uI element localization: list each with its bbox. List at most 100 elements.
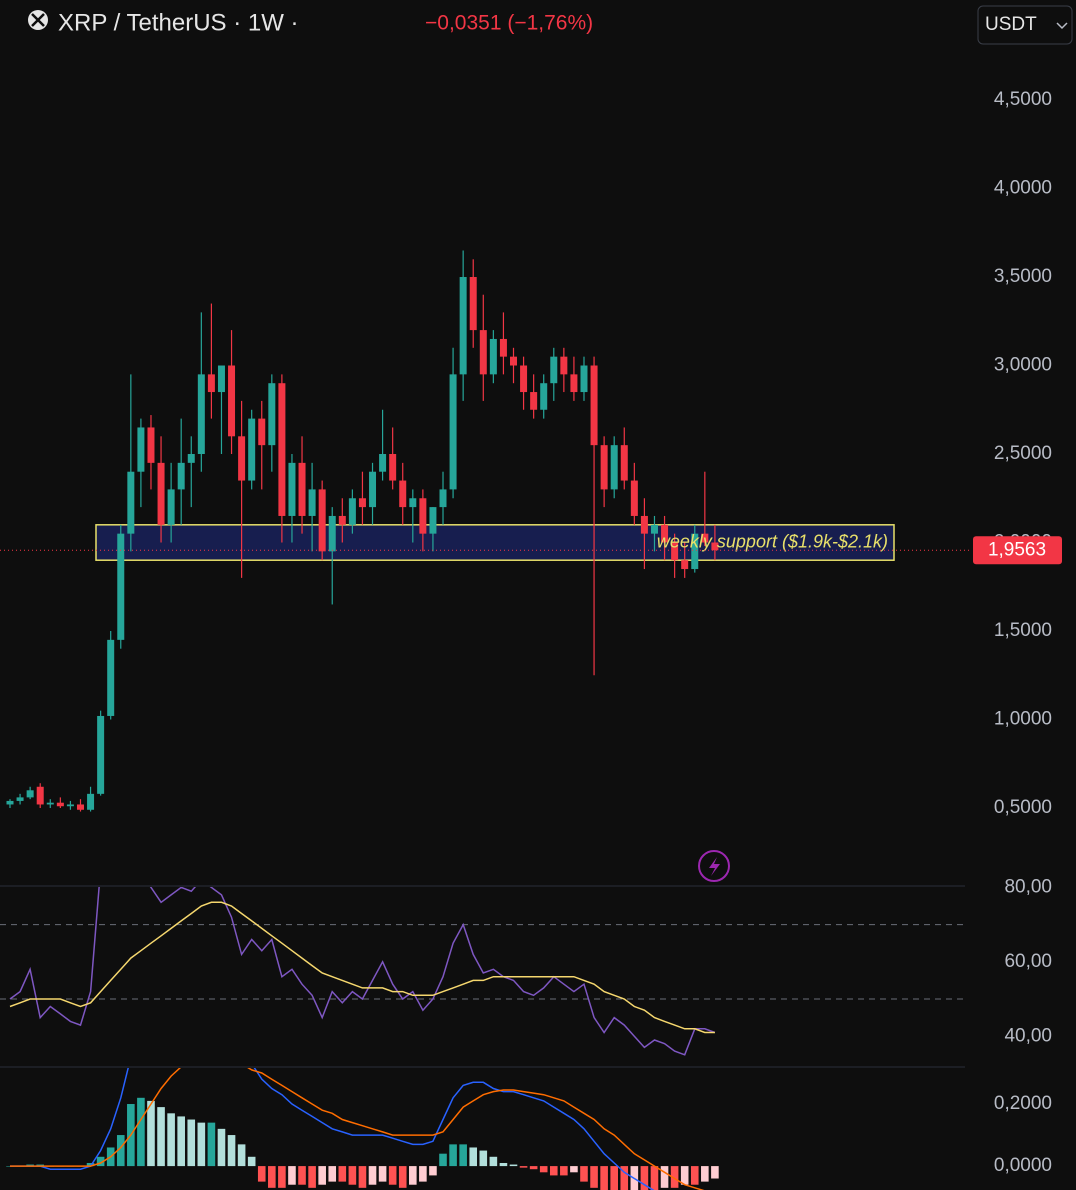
histogram-bar	[529, 1166, 538, 1170]
histogram-bar	[116, 1135, 125, 1167]
candle-body	[499, 338, 507, 357]
indicator-line	[10, 1068, 705, 1190]
candle-body	[358, 498, 366, 508]
indicator-line	[9, 887, 716, 1056]
candle-body	[439, 489, 447, 508]
candle-body	[197, 374, 205, 455]
candle-body	[46, 802, 54, 805]
histogram-bar	[197, 1122, 206, 1167]
y-tick-label: 80,00	[1004, 876, 1052, 897]
candle-body	[76, 804, 84, 810]
candle-body	[590, 365, 598, 446]
candle-body	[630, 480, 638, 516]
histogram-bar	[590, 1166, 598, 1188]
candle-body	[36, 786, 44, 805]
candle-body	[640, 515, 648, 534]
histogram-bar	[167, 1113, 175, 1167]
candle-body	[87, 793, 95, 810]
last-price-tag	[973, 536, 1062, 565]
candle-body	[650, 524, 658, 534]
histogram-bar	[207, 1122, 216, 1167]
candle-body	[97, 715, 105, 794]
candle-body	[16, 797, 24, 801]
histogram-bar	[711, 1166, 719, 1179]
price-marks	[6, 250, 895, 812]
histogram-bar	[268, 1166, 276, 1188]
candle-body	[338, 515, 346, 525]
y-tick-label: 1,0000	[994, 709, 1052, 730]
histogram-bar	[650, 1166, 659, 1190]
lightning-icon[interactable]	[698, 850, 730, 882]
candle-body	[6, 800, 14, 805]
histogram-bar	[86, 1162, 95, 1167]
histogram-bar	[560, 1166, 568, 1176]
candle-body	[288, 462, 296, 516]
histogram-bar	[690, 1166, 699, 1185]
candle-body	[570, 374, 578, 393]
candle-body	[510, 356, 517, 366]
candle-body	[187, 454, 195, 463]
candle-body	[137, 427, 145, 472]
candle-body	[177, 462, 185, 490]
currency-label[interactable]: USDT	[985, 14, 1037, 35]
candle-body	[580, 365, 588, 393]
y-tick-label: 4,5000	[994, 89, 1052, 110]
histogram-bar	[620, 1166, 629, 1190]
histogram-bar	[378, 1166, 387, 1182]
candle-body	[157, 462, 165, 525]
histogram-bar	[489, 1156, 498, 1167]
candle-body	[117, 533, 125, 640]
candle-body	[268, 383, 276, 446]
histogram-bar	[187, 1119, 196, 1167]
histogram-bar	[680, 1166, 689, 1185]
histogram-bar	[96, 1156, 105, 1167]
y-tick-label: 3,5000	[994, 266, 1052, 287]
last-price-label: 1,9563	[988, 539, 1046, 560]
histogram-bar	[670, 1166, 679, 1188]
candle-body	[66, 804, 74, 807]
candle-body	[409, 498, 417, 508]
candle-body	[469, 277, 477, 331]
candle-body	[207, 374, 215, 393]
histogram-bar	[257, 1166, 266, 1182]
candle-body	[620, 445, 628, 481]
candle-body	[610, 445, 618, 490]
histogram-bar	[137, 1097, 145, 1167]
candle-body	[419, 498, 427, 534]
candle-body	[429, 507, 437, 534]
histogram-bar	[439, 1153, 447, 1167]
candle-body	[681, 560, 689, 570]
y-tick-label: 1,5000	[994, 620, 1052, 641]
indicator-line	[9, 901, 715, 1034]
support-zone	[95, 524, 895, 561]
candle-body	[530, 392, 538, 410]
y-tick-label: 0,0000	[994, 1155, 1052, 1176]
histogram-bar	[388, 1166, 397, 1185]
candle-body	[479, 330, 487, 375]
histogram-bar	[227, 1135, 236, 1167]
histogram-bar	[449, 1144, 457, 1167]
currency-dropdown[interactable]: USDT	[977, 5, 1073, 45]
candle-body	[691, 533, 699, 570]
histogram-bar	[509, 1164, 518, 1167]
histogram-bar	[660, 1166, 669, 1188]
candle-body	[147, 427, 155, 463]
candle-body	[127, 471, 135, 534]
y-tick-label: 0,2000	[994, 1093, 1052, 1114]
candle-body	[258, 418, 266, 446]
candle-body	[661, 524, 669, 543]
candle-body	[348, 498, 356, 525]
candle-body	[248, 418, 256, 481]
histogram-bar	[318, 1166, 326, 1185]
y-tick-label: 60,00	[1004, 951, 1052, 972]
histogram-bar	[519, 1166, 528, 1168]
histogram-bar	[247, 1156, 256, 1167]
histogram-bar	[348, 1166, 357, 1185]
y-tick-label: 0,5000	[994, 797, 1052, 818]
histogram-bar	[177, 1116, 185, 1167]
histogram-bar	[298, 1166, 306, 1185]
indicator-line	[10, 1068, 655, 1190]
candle-body	[56, 802, 64, 807]
